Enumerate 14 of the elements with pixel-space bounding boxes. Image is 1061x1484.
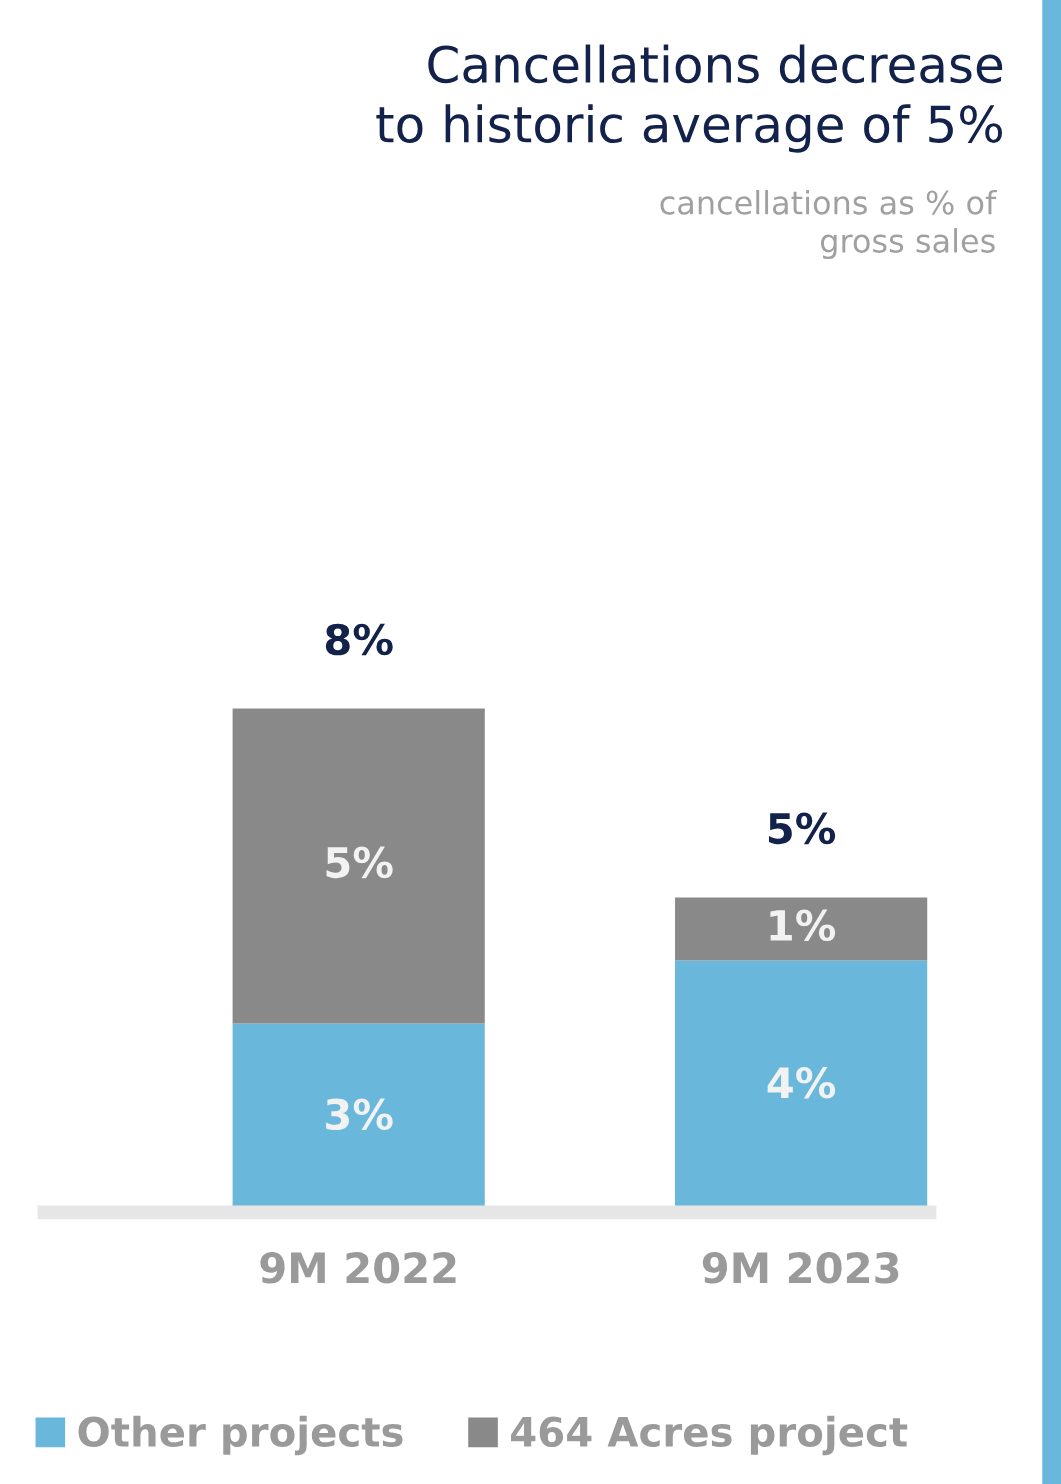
legend-label: 464 Acres project <box>511 1415 908 1456</box>
data-label: 5% <box>326 846 393 879</box>
data-label: 3% <box>326 1098 393 1131</box>
data-label: 4% <box>767 1067 836 1099</box>
x-tick-label: 9M 2023 <box>702 1252 899 1284</box>
chart-title: Cancellations decrease to historic average of 5% <box>376 44 1003 153</box>
bar <box>675 897 928 961</box>
legend-label: Other projects <box>78 1415 403 1456</box>
x-tick-label: 9M 2022 <box>260 1252 456 1284</box>
data-label: 1% <box>770 909 836 942</box>
bar <box>232 708 485 1024</box>
total-label: 8% <box>325 623 393 656</box>
total-label: 5% <box>768 812 836 845</box>
chart-subtitle: cancellations as % of gross sales <box>660 189 997 260</box>
